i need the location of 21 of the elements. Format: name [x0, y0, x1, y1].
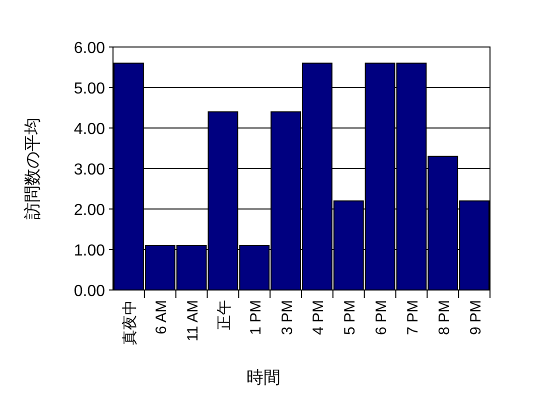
x-tick-label: 真夜中: [122, 300, 139, 345]
x-tick-label: 9 PM: [467, 300, 484, 336]
y-tick-label: 3.00: [74, 162, 106, 178]
x-tick-label: 7 PM: [404, 300, 422, 336]
y-axis-title: 訪問数の平均: [23, 118, 42, 220]
x-tick-label: 正午: [216, 300, 233, 330]
y-tick-label: 2.00: [74, 202, 106, 219]
y-tick-label: 6.00: [74, 40, 106, 57]
x-tick-label: 6 AM: [153, 300, 170, 334]
x-tick-label: 6 PM: [373, 300, 390, 336]
x-tick-label: 11 AM: [184, 300, 202, 342]
x-tick-label: 8 PM: [436, 300, 453, 336]
x-axis-title: 時間: [246, 368, 280, 387]
y-tick-label: 5.00: [74, 80, 106, 98]
y-tick-label: 0.00: [74, 283, 106, 300]
x-tick-label: 5 PM: [342, 300, 359, 336]
y-tick-label: 4.00: [74, 121, 106, 138]
x-tick-label: 4 PM: [310, 300, 328, 336]
x-tick-label: 1 PM: [247, 300, 264, 336]
x-tick-label: 3 PM: [278, 300, 296, 336]
y-tick-label: 1.00: [74, 242, 106, 260]
